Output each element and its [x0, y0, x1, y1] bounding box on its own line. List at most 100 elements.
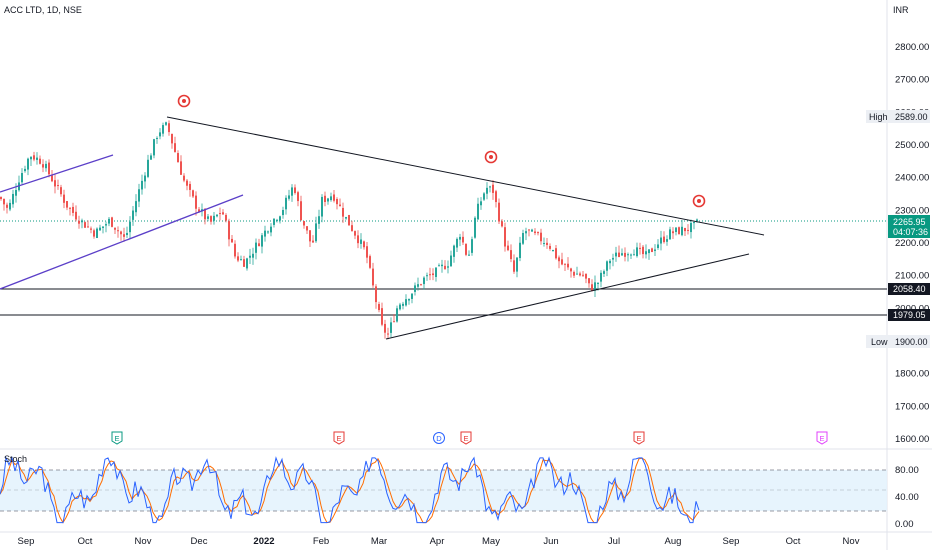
candle [507, 240, 509, 252]
time-axis[interactable]: Sep Oct Nov Dec 2022 Feb Mar Apr May Jun Jul Aug Sep… [18, 536, 860, 547]
candle [0, 196, 2, 201]
target-icon[interactable] [692, 194, 706, 208]
stoch-tick-label: 40.00 [895, 492, 919, 503]
candle [129, 216, 131, 239]
price-axis[interactable]: 2800.002700.002600.002500.002400.002300.… [895, 42, 929, 445]
candle [528, 229, 530, 237]
earnings-marker[interactable]: E [816, 431, 828, 445]
time-tick-label: Sep [18, 536, 35, 547]
dividend-marker[interactable]: D [433, 432, 445, 444]
candle [222, 209, 224, 215]
channel-upper-line[interactable] [0, 154, 114, 193]
candle [24, 165, 26, 173]
candle [510, 244, 512, 263]
candle [654, 244, 656, 256]
candle [513, 254, 515, 274]
candle [537, 231, 539, 236]
earnings-marker[interactable]: E [460, 431, 472, 445]
candle [492, 180, 494, 200]
candle [657, 239, 659, 250]
candle [288, 189, 290, 201]
candle [501, 219, 503, 228]
candle [615, 246, 617, 262]
candle [681, 220, 683, 237]
candle [309, 230, 311, 248]
candle [552, 249, 554, 252]
candle [186, 178, 188, 191]
candle [567, 257, 569, 270]
time-tick-label: Sep [723, 536, 740, 547]
candle [9, 199, 11, 212]
candle [570, 267, 572, 278]
earnings-marker[interactable]: E [111, 431, 123, 445]
time-tick-label: Jul [608, 536, 620, 547]
candle [312, 235, 314, 243]
candle [63, 189, 65, 209]
target-icon[interactable] [177, 94, 191, 108]
candle [459, 233, 461, 247]
candle [414, 282, 416, 296]
candle [276, 218, 278, 223]
candle [213, 212, 215, 225]
candle [594, 275, 596, 297]
earnings-marker[interactable]: E [633, 431, 645, 445]
candle [582, 271, 584, 277]
earnings-marker[interactable]: E [333, 431, 345, 445]
candle [105, 221, 107, 233]
candle [192, 189, 194, 198]
price-tick-label: 1800.00 [895, 369, 929, 380]
price-tick-label: 2200.00 [895, 238, 929, 249]
candle [642, 244, 644, 259]
candle [165, 121, 167, 126]
time-tick-label: Jun [543, 536, 558, 547]
candle [357, 230, 359, 249]
svg-text:2589.00: 2589.00 [895, 112, 928, 122]
candle [18, 175, 20, 192]
candle [33, 151, 35, 162]
candle [141, 174, 143, 195]
candle [150, 153, 152, 160]
candle [189, 181, 191, 197]
candle [345, 216, 347, 220]
candle [636, 242, 638, 258]
candle [162, 122, 164, 137]
candle [693, 221, 695, 230]
candle [603, 269, 605, 277]
price-tick-label: 2000.00 [895, 303, 929, 314]
candle [210, 215, 212, 225]
level-badge-2058: 2058.40 [888, 283, 930, 295]
channel-lower-line[interactable] [0, 194, 244, 290]
target-icon[interactable] [484, 150, 498, 164]
candle [609, 258, 611, 270]
ascending-trendline[interactable] [385, 253, 750, 340]
svg-text:High: High [869, 112, 888, 122]
candle [171, 133, 173, 149]
candle [540, 228, 542, 245]
candle [57, 179, 59, 190]
descending-trendline[interactable] [166, 116, 765, 236]
candle [381, 302, 383, 327]
candle [579, 271, 581, 277]
candle [384, 319, 386, 339]
candle [456, 237, 458, 253]
candle [138, 183, 140, 208]
candle [429, 267, 431, 281]
candle [6, 202, 8, 214]
candle [465, 243, 467, 257]
candle [3, 198, 5, 211]
candle [120, 230, 122, 241]
candle [27, 157, 29, 176]
candle [405, 294, 407, 307]
stoch-tick-label: 80.00 [895, 465, 919, 476]
candle [330, 192, 332, 202]
candle [243, 255, 245, 267]
candle [432, 268, 434, 281]
candle [420, 283, 422, 286]
candle [168, 120, 170, 136]
candle [240, 255, 242, 261]
candle [216, 214, 218, 218]
candle [588, 278, 590, 288]
price-tick-label: 2100.00 [895, 271, 929, 282]
candle [72, 202, 74, 217]
